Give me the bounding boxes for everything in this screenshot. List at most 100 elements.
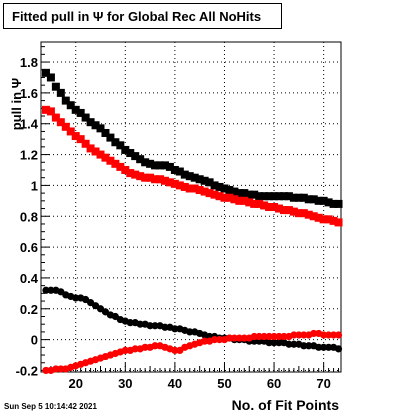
y-axis-label: pull in Ψ [9, 78, 24, 130]
timestamp: Sun Sep 5 10:14:42 2021 [4, 402, 97, 411]
data-point [324, 198, 333, 207]
data-point [235, 196, 244, 205]
data-point [96, 124, 105, 133]
data-point [76, 135, 85, 144]
data-point [210, 336, 219, 344]
y-tick-label: 0.6 [20, 240, 38, 255]
data-point [289, 207, 298, 216]
data-point [220, 184, 229, 193]
data-point [260, 192, 269, 201]
data-point [320, 343, 328, 351]
data-point [325, 343, 333, 351]
data-point [91, 147, 100, 156]
data-point [61, 122, 70, 131]
data-point [270, 339, 278, 347]
y-tick-label: 1.2 [20, 148, 38, 163]
y-tick-label: 0.4 [20, 271, 39, 286]
data-point [230, 195, 239, 204]
data-point [171, 346, 179, 355]
data-point [56, 88, 65, 97]
data-point [42, 366, 50, 375]
data-point [300, 342, 308, 350]
data-point [126, 319, 134, 327]
data-point [57, 365, 65, 373]
data-point [156, 161, 165, 170]
data-point [304, 210, 313, 219]
data-point [185, 172, 194, 181]
plot-frame [40, 41, 342, 373]
data-point [111, 138, 120, 147]
x-tick-label: 70 [316, 376, 330, 391]
data-point [96, 150, 105, 159]
data-point [245, 190, 254, 199]
data-point [314, 196, 323, 205]
data-point [210, 181, 219, 190]
data-point [294, 209, 303, 218]
data-point [280, 332, 288, 341]
y-tick-label: 0.2 [20, 302, 38, 317]
series-0 [41, 68, 343, 208]
data-point [240, 189, 249, 198]
x-tick-label: 40 [168, 376, 182, 391]
data-point [126, 149, 135, 158]
data-point [305, 342, 313, 350]
data-point [334, 331, 343, 339]
data-point [279, 192, 288, 201]
data-point [310, 329, 318, 338]
data-point [329, 216, 338, 225]
data-point [245, 198, 254, 207]
data-point [61, 96, 70, 105]
data-point [250, 199, 259, 208]
data-point [131, 170, 140, 179]
data-point [255, 332, 263, 341]
data-point [141, 158, 150, 167]
data-point [86, 144, 95, 153]
data-point [151, 175, 160, 184]
x-tick-label: 60 [267, 376, 281, 391]
grid-lines [41, 42, 341, 372]
data-point [265, 203, 274, 211]
data-point [175, 167, 184, 176]
data-point [146, 173, 155, 182]
series-3 [42, 329, 343, 375]
data-point [265, 339, 273, 347]
data-point [81, 113, 90, 122]
data-point [304, 195, 313, 204]
series-1 [41, 105, 343, 227]
data-point [289, 193, 298, 202]
data-point [121, 165, 130, 174]
data-point [220, 193, 229, 202]
data-point [136, 172, 145, 181]
data-point [255, 199, 264, 208]
data-point [190, 173, 199, 182]
data-point [106, 156, 115, 165]
data-point [71, 105, 80, 114]
data-point [325, 331, 333, 339]
data-point [240, 334, 248, 342]
data-point [186, 328, 194, 336]
data-point [101, 128, 110, 137]
data-point [329, 331, 338, 339]
data-point [319, 215, 328, 224]
data-point [151, 342, 159, 350]
data-point [250, 190, 259, 199]
x-tick-label: 20 [68, 376, 82, 391]
data-point [295, 331, 303, 339]
data-point [56, 118, 65, 127]
data-point [279, 206, 288, 215]
data-point [275, 332, 283, 341]
x-tick-label: 50 [217, 376, 231, 391]
data-point [215, 182, 224, 191]
y-tick-label: 0.8 [20, 209, 38, 224]
data-point [131, 152, 140, 161]
data-point [131, 345, 139, 353]
data-point [205, 189, 214, 198]
data-point [190, 184, 199, 193]
data-point [195, 175, 204, 184]
data-point [46, 73, 55, 82]
data-point [146, 322, 154, 330]
data-point [324, 215, 333, 224]
data-point [136, 320, 144, 328]
data-point [81, 139, 90, 148]
data-point [66, 127, 75, 136]
